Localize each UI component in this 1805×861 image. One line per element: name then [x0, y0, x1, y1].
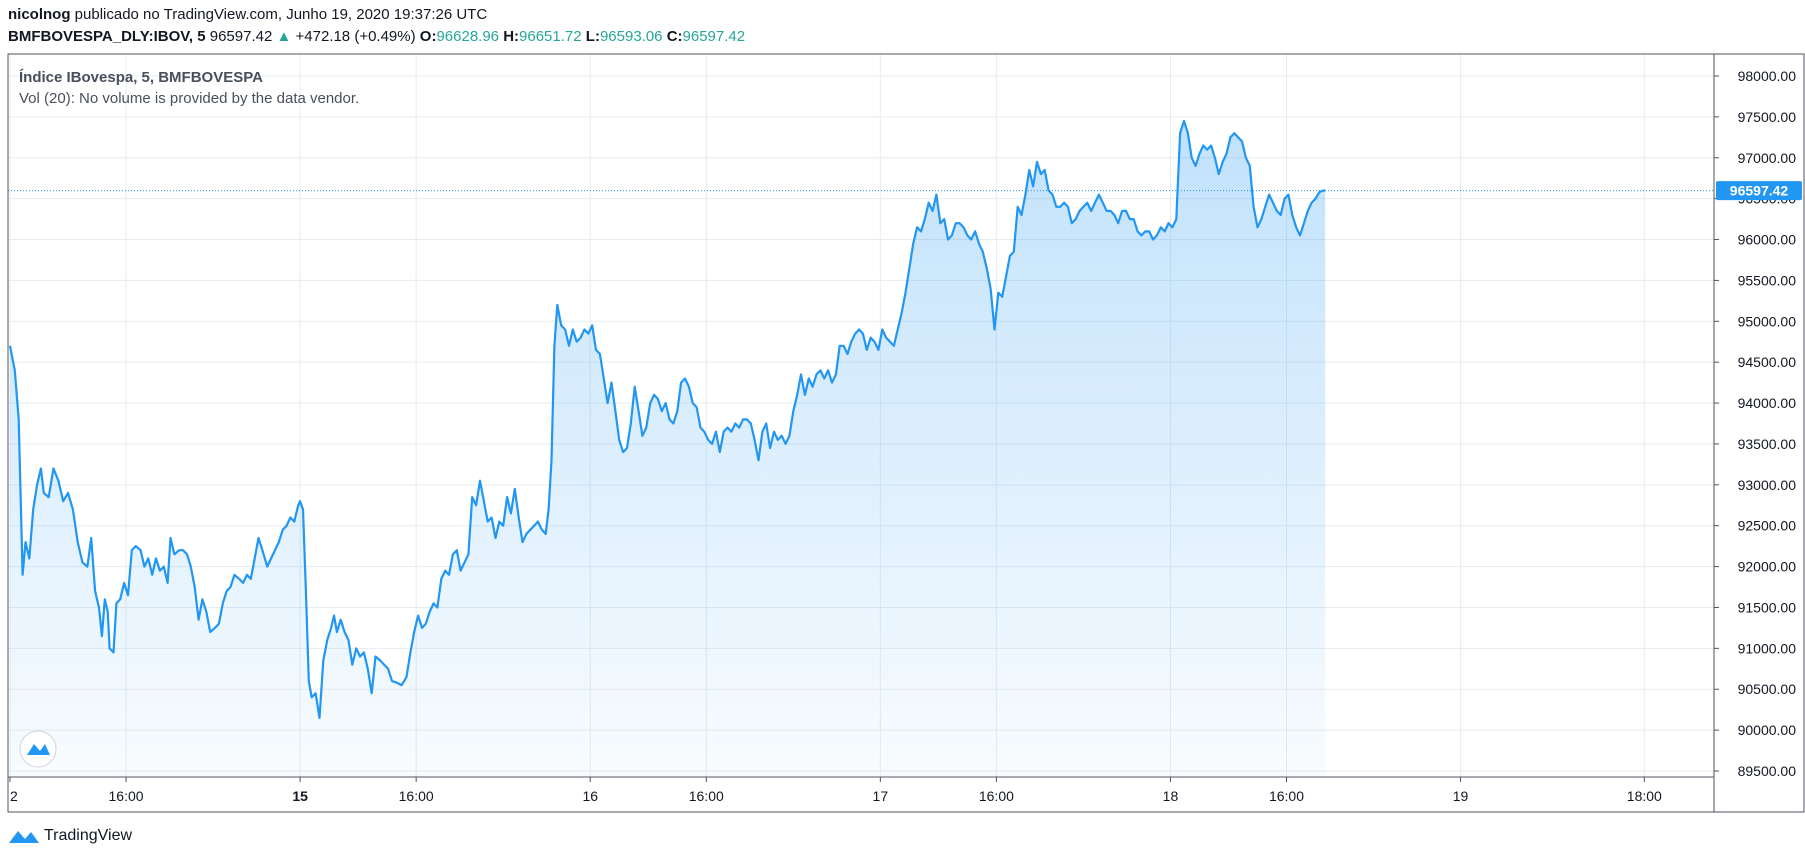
price-area-fill: [10, 121, 1326, 776]
x-tick-label: 16:00: [979, 788, 1014, 804]
high-label: H:: [503, 28, 520, 45]
tradingview-brand[interactable]: TradingView: [8, 824, 132, 848]
x-tick-label: 17: [873, 788, 889, 804]
y-tick-label: 95500.00: [1738, 272, 1797, 288]
price-axis[interactable]: 98000.0097500.0097000.0096500.0096000.00…: [1714, 68, 1796, 779]
chart-frame: [7, 53, 1805, 813]
y-tick-label: 94500.00: [1738, 354, 1797, 370]
y-tick-label: 89500.00: [1738, 763, 1797, 779]
y-tick-label: 96000.00: [1738, 232, 1797, 248]
published-text: publicado no TradingView.com, Junho 19, …: [74, 6, 488, 23]
x-tick-label: 2: [10, 788, 18, 804]
y-tick-label: 95000.00: [1738, 313, 1797, 329]
open-value: 96628.96: [436, 28, 500, 45]
y-tick-label: 90000.00: [1738, 722, 1797, 738]
cloud-logo-icon: [27, 744, 50, 755]
high-value: 96651.72: [519, 28, 582, 45]
open-label: O:: [419, 28, 437, 45]
last-price-badge-label: 96597.42: [1730, 183, 1789, 199]
x-tick-label: 16:00: [1269, 788, 1304, 804]
price-change: +472.18 (+0.49%): [295, 28, 416, 45]
symbol-quote-line: BMFBOVESPA_DLY:IBOV, 5 96597.42 ▲ +472.1…: [8, 28, 745, 45]
author-name[interactable]: nicolnog: [8, 6, 71, 23]
up-arrow-icon: ▲: [276, 28, 292, 45]
y-tick-label: 90500.00: [1738, 681, 1797, 697]
y-tick-label: 94000.00: [1738, 395, 1797, 411]
x-tick-label: 15: [292, 788, 308, 804]
y-tick-label: 92000.00: [1738, 559, 1797, 575]
last-price-badge: 96597.42: [1716, 181, 1802, 201]
close-value: 96597.42: [682, 28, 746, 45]
tradingview-logo-icon: [9, 831, 39, 843]
symbol-label: BMFBOVESPA_DLY:IBOV, 5: [8, 28, 206, 45]
x-tick-label: 18:00: [1627, 788, 1662, 804]
chart-logo-button[interactable]: [19, 730, 57, 768]
close-label: C:: [666, 28, 683, 45]
x-tick-label: 16:00: [109, 788, 144, 804]
x-tick-label: 19: [1453, 788, 1469, 804]
y-tick-label: 91500.00: [1738, 599, 1797, 615]
x-tick-label: 18: [1163, 788, 1179, 804]
legend-title: Índice IBovespa, 5, BMFBOVESPA: [19, 69, 263, 86]
brand-name: TradingView: [44, 827, 133, 844]
x-tick-label: 16:00: [399, 788, 434, 804]
volume-note: Vol (20): No volume is provided by the d…: [19, 90, 359, 107]
y-tick-label: 91000.00: [1738, 640, 1797, 656]
last-price: 96597.42: [209, 28, 273, 45]
y-tick-label: 97000.00: [1738, 150, 1797, 166]
y-tick-label: 92500.00: [1738, 518, 1797, 534]
y-tick-label: 93000.00: [1738, 477, 1797, 493]
y-tick-label: 93500.00: [1738, 436, 1797, 452]
price-line[interactable]: [8, 119, 1326, 719]
y-tick-label: 97500.00: [1738, 109, 1797, 125]
x-tick-label: 16: [582, 788, 598, 804]
publication-header: nicolnog publicado no TradingView.com, J…: [8, 6, 487, 23]
low-value: 96593.06: [599, 28, 663, 45]
time-axis[interactable]: 2 16:00 15 16:00 16 16:00 17 16:00 18 16:00 19 18:0…: [9, 777, 1662, 804]
x-tick-label: 16:00: [689, 788, 724, 804]
low-label: L:: [585, 28, 600, 45]
y-tick-label: 98000.00: [1738, 68, 1797, 84]
